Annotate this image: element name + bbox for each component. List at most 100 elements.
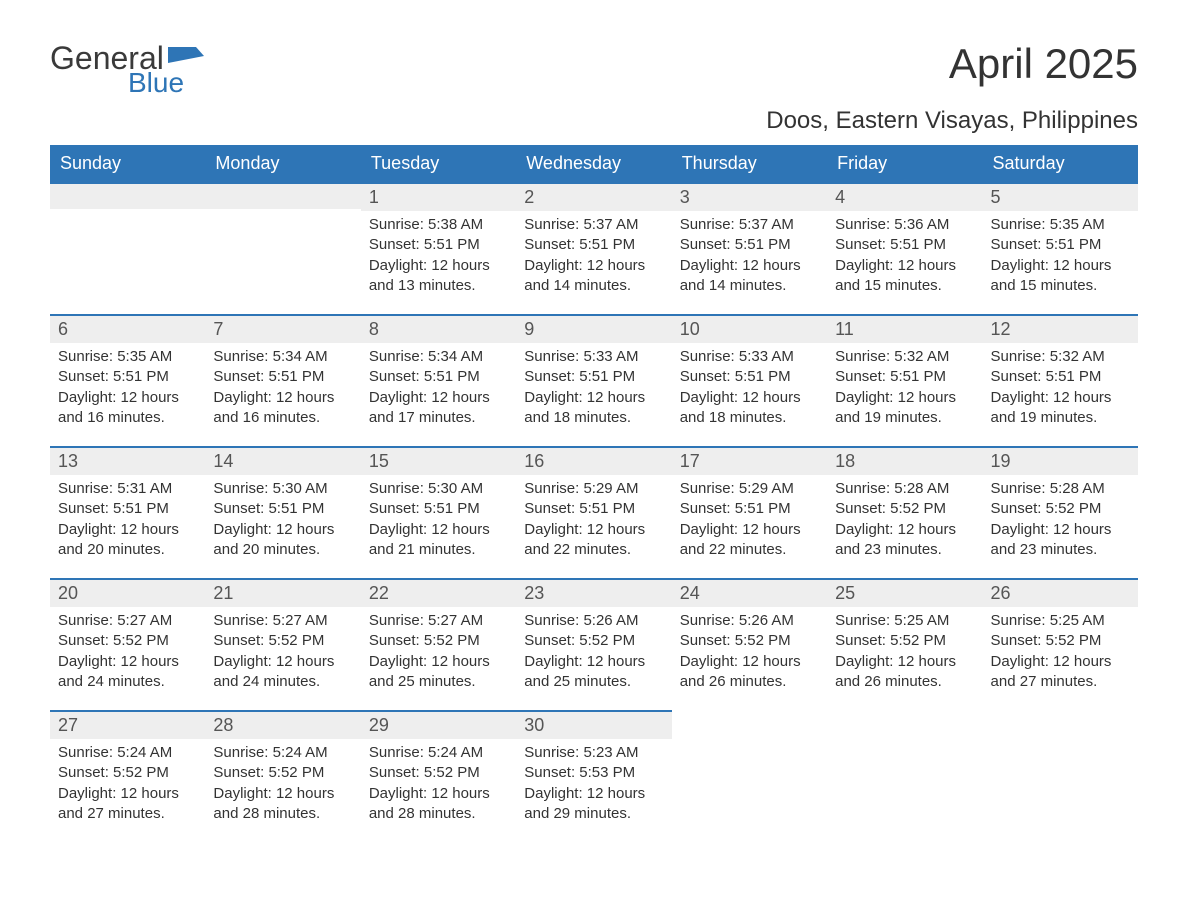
- day-cell: 1Sunrise: 5:38 AMSunset: 5:51 PMDaylight…: [361, 182, 516, 314]
- day-details: Sunrise: 5:23 AMSunset: 5:53 PMDaylight:…: [516, 739, 671, 842]
- day-number: 1: [361, 182, 516, 211]
- day-details: Sunrise: 5:29 AMSunset: 5:51 PMDaylight:…: [672, 475, 827, 578]
- day-cell: 22Sunrise: 5:27 AMSunset: 5:52 PMDayligh…: [361, 578, 516, 710]
- day-details: Sunrise: 5:27 AMSunset: 5:52 PMDaylight:…: [50, 607, 205, 710]
- day-number: 5: [983, 182, 1138, 211]
- day-cell: 19Sunrise: 5:28 AMSunset: 5:52 PMDayligh…: [983, 446, 1138, 578]
- day-number: 24: [672, 578, 827, 607]
- day-cell: 23Sunrise: 5:26 AMSunset: 5:52 PMDayligh…: [516, 578, 671, 710]
- weekday-header: Wednesday: [516, 145, 671, 182]
- day-details: Sunrise: 5:30 AMSunset: 5:51 PMDaylight:…: [361, 475, 516, 578]
- day-number: 12: [983, 314, 1138, 343]
- day-cell: 12Sunrise: 5:32 AMSunset: 5:51 PMDayligh…: [983, 314, 1138, 446]
- day-cell: [827, 710, 982, 842]
- day-cell: 17Sunrise: 5:29 AMSunset: 5:51 PMDayligh…: [672, 446, 827, 578]
- week-row: 13Sunrise: 5:31 AMSunset: 5:51 PMDayligh…: [50, 446, 1138, 578]
- day-details: Sunrise: 5:35 AMSunset: 5:51 PMDaylight:…: [50, 343, 205, 446]
- day-details: Sunrise: 5:24 AMSunset: 5:52 PMDaylight:…: [361, 739, 516, 842]
- weekday-header: Tuesday: [361, 145, 516, 182]
- day-cell: [672, 710, 827, 842]
- day-number: 9: [516, 314, 671, 343]
- weekday-header: Sunday: [50, 145, 205, 182]
- day-cell: 30Sunrise: 5:23 AMSunset: 5:53 PMDayligh…: [516, 710, 671, 842]
- day-cell: 21Sunrise: 5:27 AMSunset: 5:52 PMDayligh…: [205, 578, 360, 710]
- day-number: 29: [361, 710, 516, 739]
- day-details: Sunrise: 5:25 AMSunset: 5:52 PMDaylight:…: [827, 607, 982, 710]
- day-number: 8: [361, 314, 516, 343]
- day-details: Sunrise: 5:26 AMSunset: 5:52 PMDaylight:…: [516, 607, 671, 710]
- day-number: 26: [983, 578, 1138, 607]
- day-number: 27: [50, 710, 205, 739]
- day-cell: 4Sunrise: 5:36 AMSunset: 5:51 PMDaylight…: [827, 182, 982, 314]
- day-number: 10: [672, 314, 827, 343]
- day-cell: 24Sunrise: 5:26 AMSunset: 5:52 PMDayligh…: [672, 578, 827, 710]
- day-number: 14: [205, 446, 360, 475]
- week-row: 27Sunrise: 5:24 AMSunset: 5:52 PMDayligh…: [50, 710, 1138, 842]
- day-cell: 10Sunrise: 5:33 AMSunset: 5:51 PMDayligh…: [672, 314, 827, 446]
- day-cell: 14Sunrise: 5:30 AMSunset: 5:51 PMDayligh…: [205, 446, 360, 578]
- day-details: Sunrise: 5:24 AMSunset: 5:52 PMDaylight:…: [50, 739, 205, 842]
- day-details: Sunrise: 5:33 AMSunset: 5:51 PMDaylight:…: [516, 343, 671, 446]
- logo: General Blue: [50, 40, 204, 99]
- empty-day: [50, 182, 205, 209]
- day-number: 28: [205, 710, 360, 739]
- day-cell: 29Sunrise: 5:24 AMSunset: 5:52 PMDayligh…: [361, 710, 516, 842]
- day-cell: 25Sunrise: 5:25 AMSunset: 5:52 PMDayligh…: [827, 578, 982, 710]
- day-details: Sunrise: 5:32 AMSunset: 5:51 PMDaylight:…: [983, 343, 1138, 446]
- day-number: 21: [205, 578, 360, 607]
- day-details: Sunrise: 5:37 AMSunset: 5:51 PMDaylight:…: [672, 211, 827, 314]
- day-number: 23: [516, 578, 671, 607]
- day-number: 3: [672, 182, 827, 211]
- day-number: 20: [50, 578, 205, 607]
- day-details: Sunrise: 5:37 AMSunset: 5:51 PMDaylight:…: [516, 211, 671, 314]
- day-details: Sunrise: 5:24 AMSunset: 5:52 PMDaylight:…: [205, 739, 360, 842]
- weekday-header: Friday: [827, 145, 982, 182]
- day-cell: 2Sunrise: 5:37 AMSunset: 5:51 PMDaylight…: [516, 182, 671, 314]
- day-details: Sunrise: 5:32 AMSunset: 5:51 PMDaylight:…: [827, 343, 982, 446]
- day-number: 13: [50, 446, 205, 475]
- day-number: 11: [827, 314, 982, 343]
- day-details: Sunrise: 5:25 AMSunset: 5:52 PMDaylight:…: [983, 607, 1138, 710]
- day-cell: 16Sunrise: 5:29 AMSunset: 5:51 PMDayligh…: [516, 446, 671, 578]
- day-details: Sunrise: 5:28 AMSunset: 5:52 PMDaylight:…: [827, 475, 982, 578]
- day-number: 22: [361, 578, 516, 607]
- day-details: Sunrise: 5:36 AMSunset: 5:51 PMDaylight:…: [827, 211, 982, 314]
- day-details: Sunrise: 5:27 AMSunset: 5:52 PMDaylight:…: [361, 607, 516, 710]
- day-number: 30: [516, 710, 671, 739]
- location-subtitle: Doos, Eastern Visayas, Philippines: [50, 107, 1138, 135]
- weekday-header: Saturday: [983, 145, 1138, 182]
- day-number: 15: [361, 446, 516, 475]
- day-cell: [205, 182, 360, 314]
- day-number: 2: [516, 182, 671, 211]
- day-cell: 11Sunrise: 5:32 AMSunset: 5:51 PMDayligh…: [827, 314, 982, 446]
- day-cell: 18Sunrise: 5:28 AMSunset: 5:52 PMDayligh…: [827, 446, 982, 578]
- day-details: Sunrise: 5:26 AMSunset: 5:52 PMDaylight:…: [672, 607, 827, 710]
- day-cell: 5Sunrise: 5:35 AMSunset: 5:51 PMDaylight…: [983, 182, 1138, 314]
- day-cell: 13Sunrise: 5:31 AMSunset: 5:51 PMDayligh…: [50, 446, 205, 578]
- day-cell: 8Sunrise: 5:34 AMSunset: 5:51 PMDaylight…: [361, 314, 516, 446]
- day-number: 4: [827, 182, 982, 211]
- day-cell: 3Sunrise: 5:37 AMSunset: 5:51 PMDaylight…: [672, 182, 827, 314]
- empty-day: [205, 182, 360, 209]
- page-title: April 2025: [949, 40, 1138, 88]
- day-details: Sunrise: 5:28 AMSunset: 5:52 PMDaylight:…: [983, 475, 1138, 578]
- week-row: 1Sunrise: 5:38 AMSunset: 5:51 PMDaylight…: [50, 182, 1138, 314]
- day-details: Sunrise: 5:31 AMSunset: 5:51 PMDaylight:…: [50, 475, 205, 578]
- week-row: 6Sunrise: 5:35 AMSunset: 5:51 PMDaylight…: [50, 314, 1138, 446]
- day-number: 7: [205, 314, 360, 343]
- day-number: 19: [983, 446, 1138, 475]
- day-cell: 7Sunrise: 5:34 AMSunset: 5:51 PMDaylight…: [205, 314, 360, 446]
- day-details: Sunrise: 5:27 AMSunset: 5:52 PMDaylight:…: [205, 607, 360, 710]
- day-details: Sunrise: 5:38 AMSunset: 5:51 PMDaylight:…: [361, 211, 516, 314]
- day-details: Sunrise: 5:29 AMSunset: 5:51 PMDaylight:…: [516, 475, 671, 578]
- day-details: Sunrise: 5:30 AMSunset: 5:51 PMDaylight:…: [205, 475, 360, 578]
- day-number: 17: [672, 446, 827, 475]
- day-cell: 6Sunrise: 5:35 AMSunset: 5:51 PMDaylight…: [50, 314, 205, 446]
- day-number: 25: [827, 578, 982, 607]
- calendar: SundayMondayTuesdayWednesdayThursdayFrid…: [50, 145, 1138, 842]
- weekday-header-row: SundayMondayTuesdayWednesdayThursdayFrid…: [50, 145, 1138, 182]
- weekday-header: Monday: [205, 145, 360, 182]
- day-cell: [983, 710, 1138, 842]
- header: General Blue April 2025: [50, 40, 1138, 99]
- day-details: Sunrise: 5:34 AMSunset: 5:51 PMDaylight:…: [361, 343, 516, 446]
